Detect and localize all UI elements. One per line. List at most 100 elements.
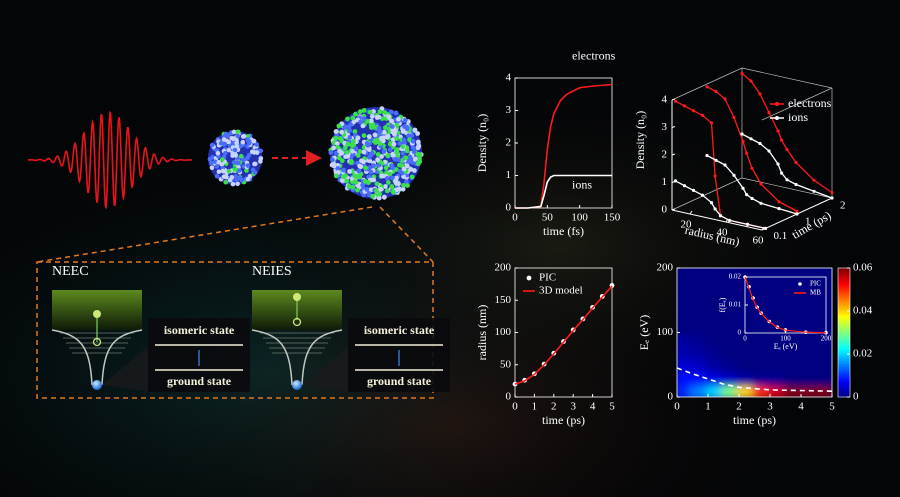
legend-label: MB — [810, 289, 821, 297]
heatmap-cell — [690, 317, 710, 335]
ion — [258, 159, 263, 164]
marker — [741, 139, 745, 144]
marker — [673, 99, 678, 103]
nucleus — [292, 380, 302, 390]
heatmap-cell — [737, 304, 757, 322]
z-tick-label: 1 — [662, 176, 668, 188]
electron — [365, 118, 370, 124]
ion — [369, 150, 375, 156]
heatmap-cell — [814, 268, 832, 283]
x-axis-label: time (ps) — [733, 413, 776, 427]
heatmap-cell — [677, 278, 695, 296]
heatmap-cell — [799, 369, 819, 387]
heatmap-cell — [721, 356, 741, 374]
colorbar-tick-label: 0.04 — [853, 305, 873, 317]
ion — [226, 147, 232, 153]
ion — [387, 147, 393, 153]
ion — [393, 178, 398, 184]
ion — [331, 145, 336, 151]
marker — [727, 218, 732, 222]
heatmap-cell — [814, 304, 832, 322]
marker — [723, 163, 727, 167]
colorbar-swatch — [838, 354, 850, 358]
marker — [682, 104, 687, 108]
ion — [335, 166, 341, 171]
ion — [209, 165, 215, 170]
marker — [776, 162, 780, 166]
electron-state — [293, 293, 301, 301]
heatmap-cell — [768, 369, 788, 387]
ion — [220, 168, 226, 174]
ion — [382, 129, 387, 135]
y-tick-label: 0.01 — [729, 301, 742, 309]
colorbar-swatch — [838, 282, 850, 285]
heatmap-cell — [677, 317, 695, 335]
ion — [416, 143, 422, 149]
electron — [374, 188, 379, 194]
heatmap-cell — [677, 268, 695, 283]
colorbar-swatch — [838, 364, 850, 368]
ion — [385, 133, 391, 139]
electron — [335, 144, 341, 150]
electron — [363, 165, 368, 171]
heatmap-cell — [799, 291, 819, 309]
colorbar-swatch — [838, 274, 850, 277]
line — [675, 180, 766, 230]
ion — [381, 194, 387, 200]
ion — [388, 109, 394, 115]
box-edge — [671, 177, 743, 211]
ion — [336, 170, 341, 175]
heatmap-cells — [677, 268, 832, 397]
ion — [247, 173, 253, 179]
heatmap-cell — [783, 304, 803, 322]
marker — [700, 113, 705, 117]
marker — [713, 174, 717, 178]
colorbar-swatch — [838, 322, 850, 325]
x-tick-label: 0 — [512, 401, 518, 413]
electron — [368, 122, 374, 128]
ion — [404, 179, 409, 185]
line — [515, 174, 612, 209]
heatmap-cell — [783, 278, 803, 296]
heatmap-cell — [752, 343, 772, 361]
electron — [405, 183, 410, 188]
heatmap-cell — [737, 343, 757, 361]
electron — [353, 179, 359, 185]
ion — [400, 150, 406, 156]
heatmap-cell — [721, 268, 741, 283]
colorbar-swatch — [838, 382, 850, 386]
colorbar-swatch — [838, 308, 850, 311]
colorbar-swatch — [838, 298, 850, 301]
ion — [337, 148, 343, 154]
electron — [417, 152, 423, 158]
y-tick-label: 200 — [495, 262, 512, 274]
ion — [222, 151, 228, 156]
colorbar-swatch — [838, 368, 850, 372]
x-tick — [689, 210, 693, 215]
ion — [333, 129, 339, 134]
ion — [390, 175, 395, 181]
marker — [750, 166, 754, 170]
electron-state — [93, 310, 101, 318]
heatmap-cell — [783, 268, 803, 283]
marker — [745, 151, 749, 155]
callout — [102, 345, 150, 392]
heatmap-cell — [706, 330, 726, 348]
marker — [732, 173, 736, 177]
ion — [339, 178, 345, 183]
electron — [387, 171, 393, 177]
nucleus — [92, 380, 102, 390]
marker — [776, 129, 780, 133]
heatmap-cell — [721, 369, 741, 387]
box-edge — [671, 67, 743, 101]
ion — [407, 154, 413, 160]
ion — [351, 119, 357, 125]
heatmap-cell — [783, 330, 803, 348]
colorbar-swatch — [838, 286, 850, 289]
x-tick-label: 0 — [512, 212, 518, 224]
ion — [222, 141, 228, 147]
ion — [237, 168, 242, 173]
electron — [403, 155, 409, 161]
heatmap-cell — [752, 369, 772, 387]
